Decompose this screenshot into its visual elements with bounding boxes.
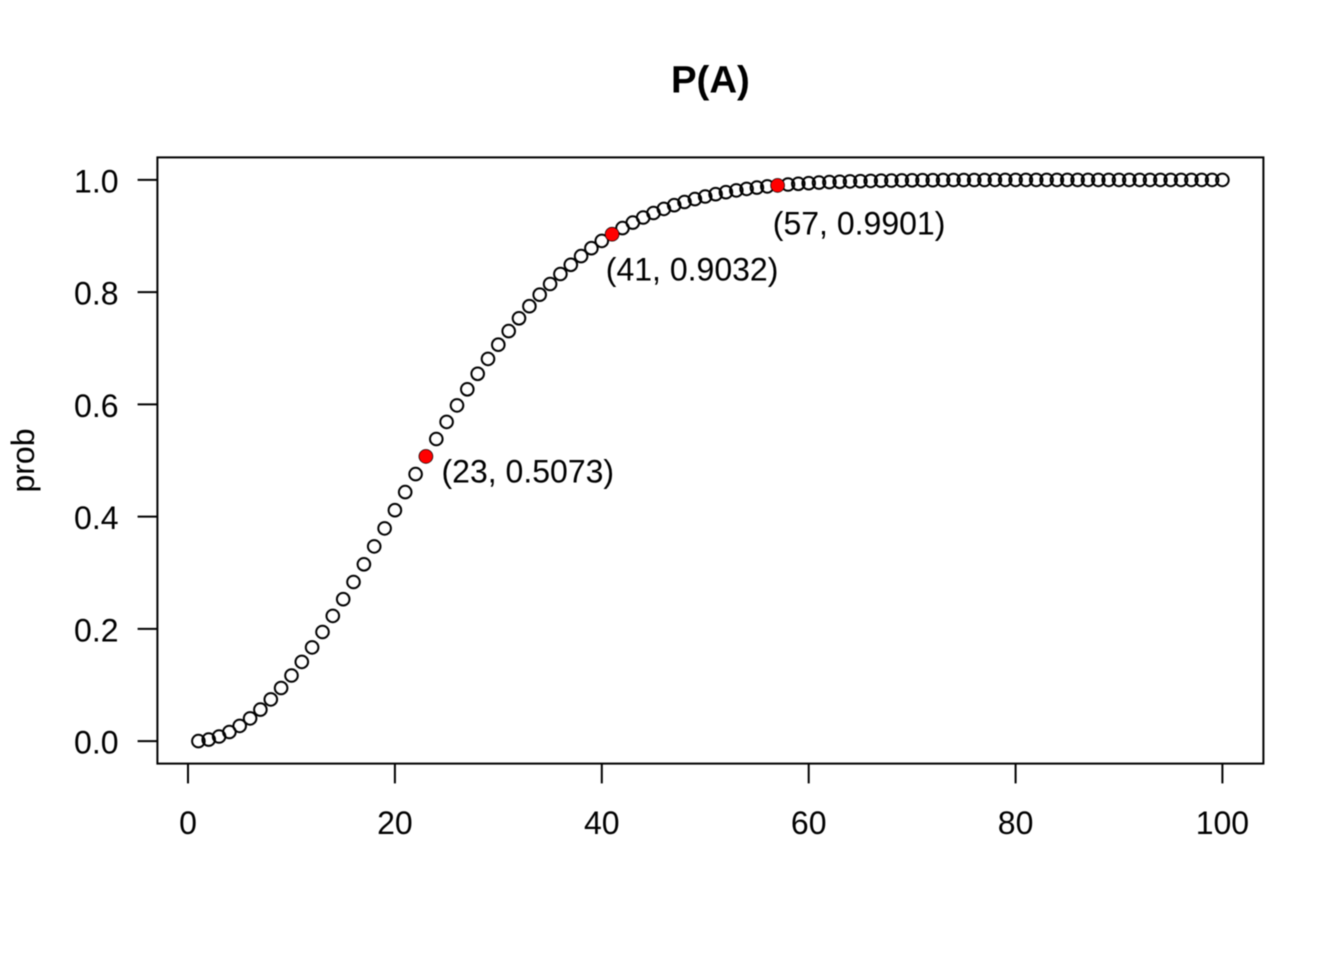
svg-text:0.0: 0.0 [74, 725, 118, 761]
svg-text:0.4: 0.4 [74, 500, 118, 536]
svg-text:60: 60 [791, 805, 827, 841]
svg-text:P(A): P(A) [671, 58, 750, 101]
svg-text:(23, 0.5073): (23, 0.5073) [442, 453, 615, 489]
svg-text:0.6: 0.6 [74, 388, 118, 424]
svg-text:0.8: 0.8 [74, 276, 118, 312]
svg-text:(57, 0.9901): (57, 0.9901) [773, 206, 946, 242]
svg-text:40: 40 [584, 805, 620, 841]
svg-text:0: 0 [179, 805, 197, 841]
svg-text:(41, 0.9032): (41, 0.9032) [606, 252, 779, 288]
svg-text:20: 20 [377, 805, 413, 841]
svg-text:1.0: 1.0 [74, 163, 118, 199]
svg-text:prob: prob [5, 428, 41, 492]
svg-text:100: 100 [1196, 805, 1249, 841]
svg-text:80: 80 [998, 805, 1034, 841]
svg-text:0.2: 0.2 [74, 612, 118, 648]
